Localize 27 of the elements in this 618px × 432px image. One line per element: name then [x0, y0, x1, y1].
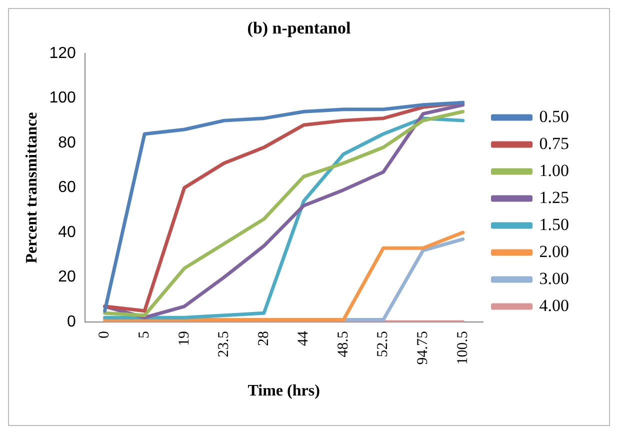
y-tick-label: 40: [58, 224, 76, 241]
legend-label: 2.00: [539, 242, 569, 261]
x-tick-label: 23.5: [216, 331, 232, 358]
x-tick-label: 100.5: [454, 331, 471, 365]
x-tick-label: 48.5: [335, 331, 352, 358]
legend-label: 0.50: [539, 106, 569, 126]
y-tick-label: 20: [58, 268, 76, 286]
legend-label: 3.00: [539, 268, 569, 288]
x-tick-label: 94.75: [415, 331, 432, 365]
x-tick-label: 28: [256, 331, 272, 346]
legend-label: 1.00: [539, 160, 569, 180]
legend-label: 0.75: [539, 134, 569, 153]
x-tick-label: 52.5: [375, 331, 392, 358]
y-tick-label: 80: [58, 134, 76, 152]
y-tick-label: 60: [58, 179, 76, 196]
x-tick-label: 19: [176, 331, 192, 346]
legend-label: 1.25: [539, 188, 569, 207]
x-tick-label: 0: [96, 331, 113, 339]
y-axis-title: Percent transmittance: [24, 112, 41, 264]
x-axis-title: Time (hrs): [248, 382, 320, 400]
y-tick-label: 100: [49, 90, 76, 107]
legend-label: 1.50: [539, 214, 569, 234]
y-tick-label: 120: [49, 44, 76, 62]
chart-title: (b) n-pentanol: [247, 18, 351, 38]
x-tick-label: 5: [136, 331, 153, 339]
x-tick-label: 44: [296, 330, 312, 346]
legend-label: 4.00: [539, 296, 569, 315]
